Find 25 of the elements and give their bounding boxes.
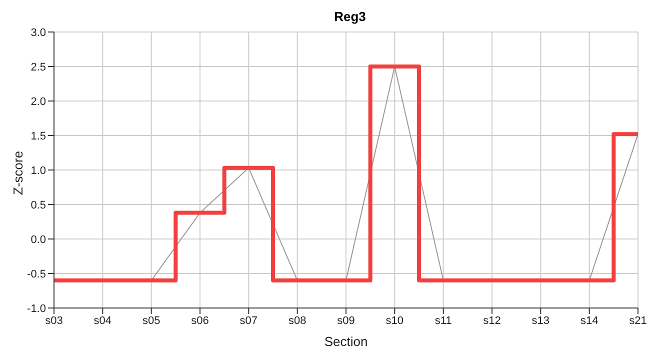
x-tick-label: s09 — [337, 314, 355, 327]
x-tick-label: s11 — [434, 314, 452, 327]
y-tick-label: 1.0 — [30, 164, 46, 177]
x-axis-title: Section — [324, 334, 368, 349]
x-tick-label: s04 — [94, 314, 112, 327]
y-tick-label: -1.0 — [27, 302, 46, 315]
y-tick-label: 2.5 — [30, 61, 46, 74]
chart-title: Reg3 — [333, 8, 367, 26]
y-tick-label: 0.0 — [30, 234, 46, 246]
x-tick-label: s03 — [45, 314, 63, 327]
y-tick-label: 0.5 — [30, 199, 46, 212]
x-tick-label: s21 — [629, 314, 647, 327]
x-tick-label: s13 — [532, 314, 550, 327]
x-tick-label: s14 — [580, 314, 598, 327]
x-tick-label: s08 — [288, 314, 306, 327]
x-tick-label: s10 — [386, 314, 404, 327]
x-tick-label: s06 — [191, 314, 209, 327]
y-tick-label: 2.0 — [30, 96, 46, 108]
y-tick-label: -0.5 — [27, 268, 46, 280]
y-tick-label: 1.5 — [30, 130, 46, 142]
x-tick-label: s12 — [483, 314, 501, 327]
y-axis-title: Z-score — [10, 150, 26, 195]
x-tick-label: s05 — [142, 314, 160, 327]
y-tick-label: 3.0 — [30, 26, 46, 39]
x-tick-label: s07 — [240, 314, 258, 327]
